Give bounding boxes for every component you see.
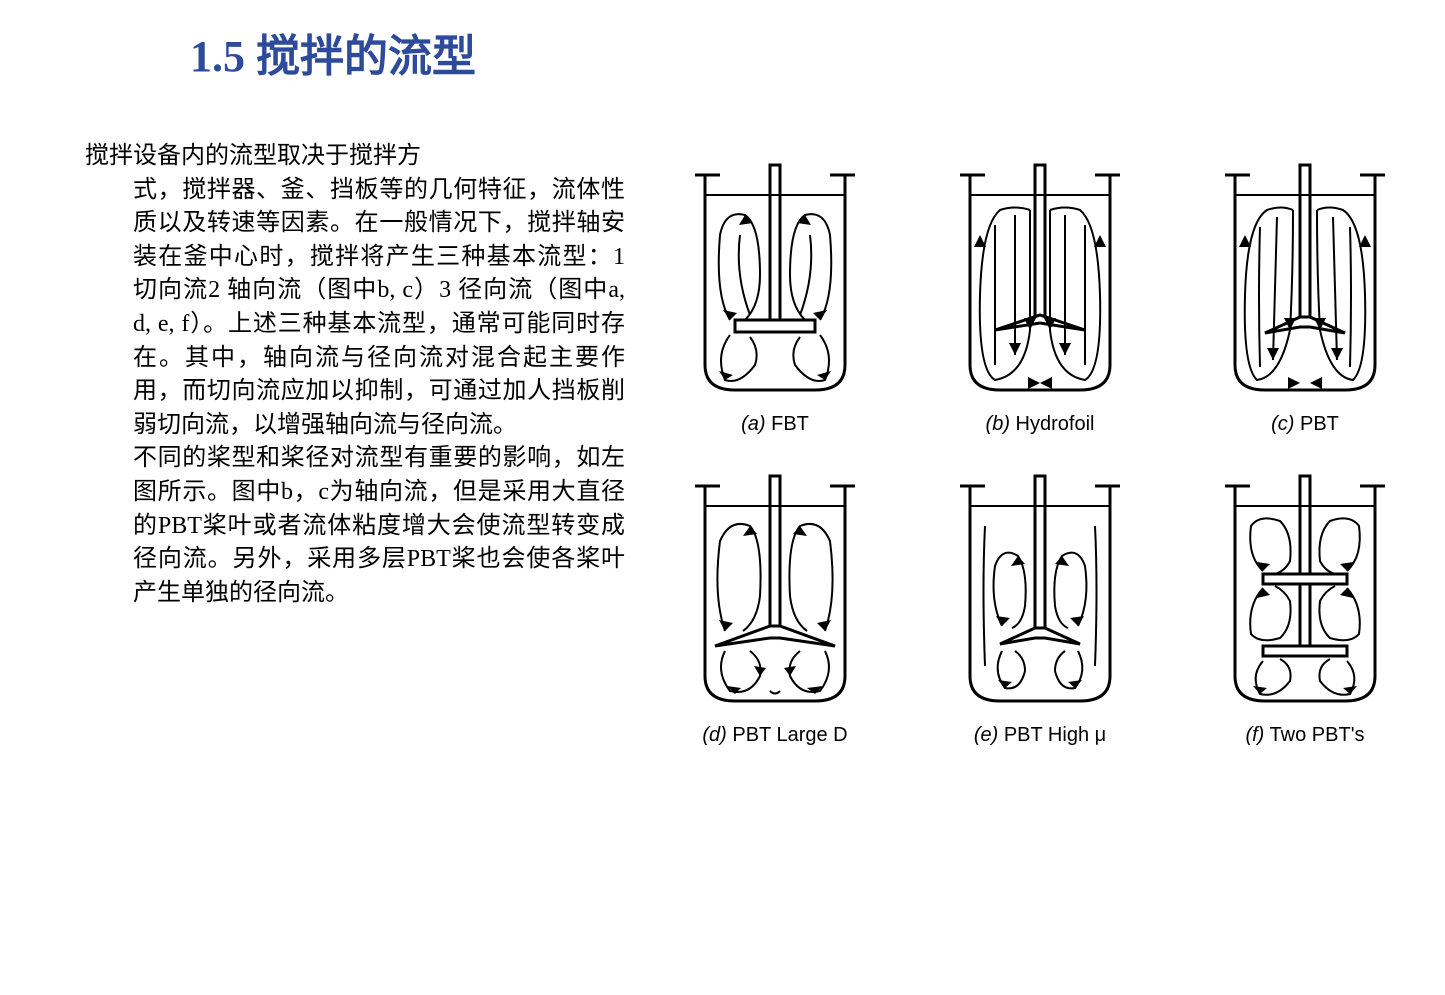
diagram-a: (a) FBT <box>660 155 890 436</box>
tank-pbt-large-d-icon <box>675 466 875 716</box>
page-title: 1.5 搅拌的流型 <box>190 20 476 84</box>
caption-f-prefix: (f) <box>1245 724 1264 746</box>
diagram-row-2: (d) PBT Large D <box>660 466 1420 747</box>
text-content: 搅拌设备内的流型取决于搅拌方 式，搅拌器、釜、挡板等的几何特征，流体性质以及转速… <box>85 140 625 610</box>
caption-e: (e) PBT High μ <box>974 724 1106 747</box>
diagram-c: (c) PBT <box>1190 155 1420 436</box>
caption-a-prefix: (a) <box>741 413 765 435</box>
tank-pbt-icon <box>1205 155 1405 405</box>
caption-a-text: FBT <box>766 413 809 435</box>
caption-f-text: Two PBT's <box>1264 724 1364 746</box>
caption-d-prefix: (d) <box>702 724 726 746</box>
caption-b-prefix: (b) <box>986 413 1010 435</box>
tank-hydrofoil-icon <box>940 155 1140 405</box>
caption-d: (d) PBT Large D <box>702 724 847 747</box>
caption-e-prefix: (e) <box>974 724 998 746</box>
caption-b-text: Hydrofoil <box>1010 413 1094 435</box>
diagram-row-1: (a) FBT <box>660 155 1420 436</box>
diagram-f: (f) Two PBT's <box>1190 466 1420 747</box>
diagram-grid: (a) FBT <box>660 155 1420 777</box>
paragraph-1-first-line: 搅拌设备内的流型取决于搅拌方 <box>85 140 625 174</box>
caption-d-text: PBT Large D <box>727 724 848 746</box>
caption-c: (c) PBT <box>1271 413 1339 436</box>
paragraph-2: 不同的桨型和桨径对流型有重要的影响，如左图所示。图中b，c为轴向流，但是采用大直… <box>85 442 625 610</box>
caption-c-prefix: (c) <box>1271 413 1294 435</box>
tank-fbt-icon <box>675 155 875 405</box>
caption-c-text: PBT <box>1294 413 1338 435</box>
paragraph-1-body: 式，搅拌器、釜、挡板等的几何特征，流体性质以及转速等因素。在一般情况下，搅拌轴安… <box>85 174 625 443</box>
diagram-e: (e) PBT High μ <box>925 466 1155 747</box>
diagram-d: (d) PBT Large D <box>660 466 890 747</box>
caption-e-text: PBT High μ <box>998 724 1106 746</box>
diagram-b: (b) Hydrofoil <box>925 155 1155 436</box>
tank-pbt-high-mu-icon <box>940 466 1140 716</box>
caption-f: (f) Two PBT's <box>1245 724 1364 747</box>
caption-a: (a) FBT <box>741 413 809 436</box>
tank-two-pbt-icon <box>1205 466 1405 716</box>
caption-b: (b) Hydrofoil <box>986 413 1095 436</box>
